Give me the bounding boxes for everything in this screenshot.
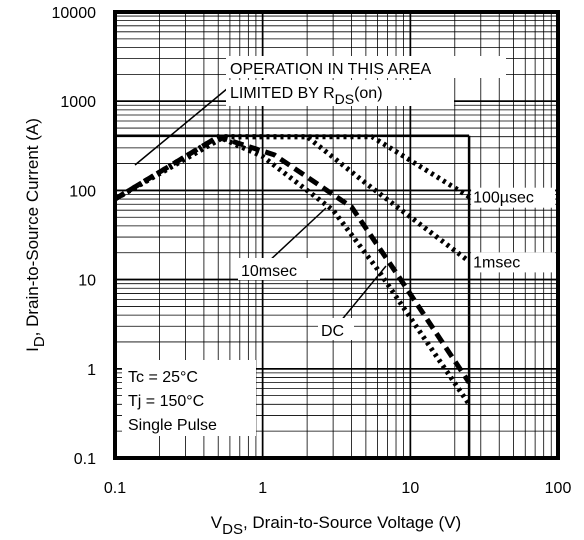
annotation-line2-sub: DS — [335, 91, 354, 107]
annotation-line1: OPERATION IN THIS AREA — [230, 61, 432, 78]
x-tick-label: 1 — [258, 480, 267, 497]
annotation-bg-1 — [226, 56, 506, 78]
curve-dc — [113, 133, 472, 406]
leader-10msec — [267, 207, 327, 263]
conditions-box — [122, 360, 256, 436]
series-label-100sec: 100µsec — [473, 190, 534, 207]
leader-annotation — [134, 87, 229, 166]
x-axis-title: VDS, Drain-to-Source Voltage (V) — [211, 513, 461, 538]
tick-labels: 0.1 1 10 100 0.1 1 10 100 1000 10000 — [52, 5, 572, 497]
leader-dc — [339, 265, 387, 323]
curves — [113, 133, 472, 406]
y-tick-label: 0.1 — [74, 451, 96, 468]
annotation-line2-rest: (on) — [354, 85, 382, 102]
y-axis-title-rest: , Drain-to-Source Current (A) — [23, 118, 42, 336]
y-tick-label: 10000 — [52, 5, 97, 22]
curve-10msec — [113, 133, 472, 384]
series-label-bg — [471, 252, 556, 273]
label-bg-10msec — [238, 258, 320, 280]
y-axis-title-main: I — [23, 347, 42, 352]
condition-tc: Tc = 25°C — [128, 369, 198, 386]
condition-tj: Tj = 150°C — [128, 393, 204, 410]
y-tick-label: 10 — [78, 273, 96, 290]
y-axis-title-sub: D — [31, 336, 48, 347]
x-tick-label: 0.1 — [104, 480, 126, 497]
limit-lines — [115, 134, 471, 458]
x-tick-label: 10 — [401, 480, 419, 497]
y-axis-title: ID, Drain-to-Source Current (A) — [23, 118, 48, 352]
annotation-bg-2 — [226, 80, 454, 106]
condition-pulse: Single Pulse — [128, 417, 217, 434]
series-label-1msec: 1msec — [473, 254, 520, 271]
label-10msec: 10msec — [241, 263, 297, 280]
x-tick-label: 100 — [545, 480, 572, 497]
y-tick-label: 1000 — [60, 94, 96, 111]
x-axis-title-rest: , Drain-to-Source Voltage (V) — [243, 513, 461, 532]
annotation-line2: LIMITED BY RDS(on) — [230, 85, 383, 107]
curve-100sec — [113, 134, 471, 202]
label-bg-dc — [318, 318, 354, 340]
plot-frame — [113, 10, 560, 460]
x-axis-title-sub: DS — [222, 521, 243, 538]
leader-lines — [134, 87, 387, 323]
series-label-bg — [471, 187, 556, 208]
annotation-line2-main: LIMITED BY R — [230, 85, 335, 102]
label-dc: DC — [321, 323, 344, 340]
x-axis-title-main: V — [211, 513, 223, 532]
y-tick-label: 100 — [69, 183, 96, 200]
y-tick-label: 1 — [87, 362, 96, 379]
series-labels: 100µsec 1msec — [471, 187, 556, 273]
